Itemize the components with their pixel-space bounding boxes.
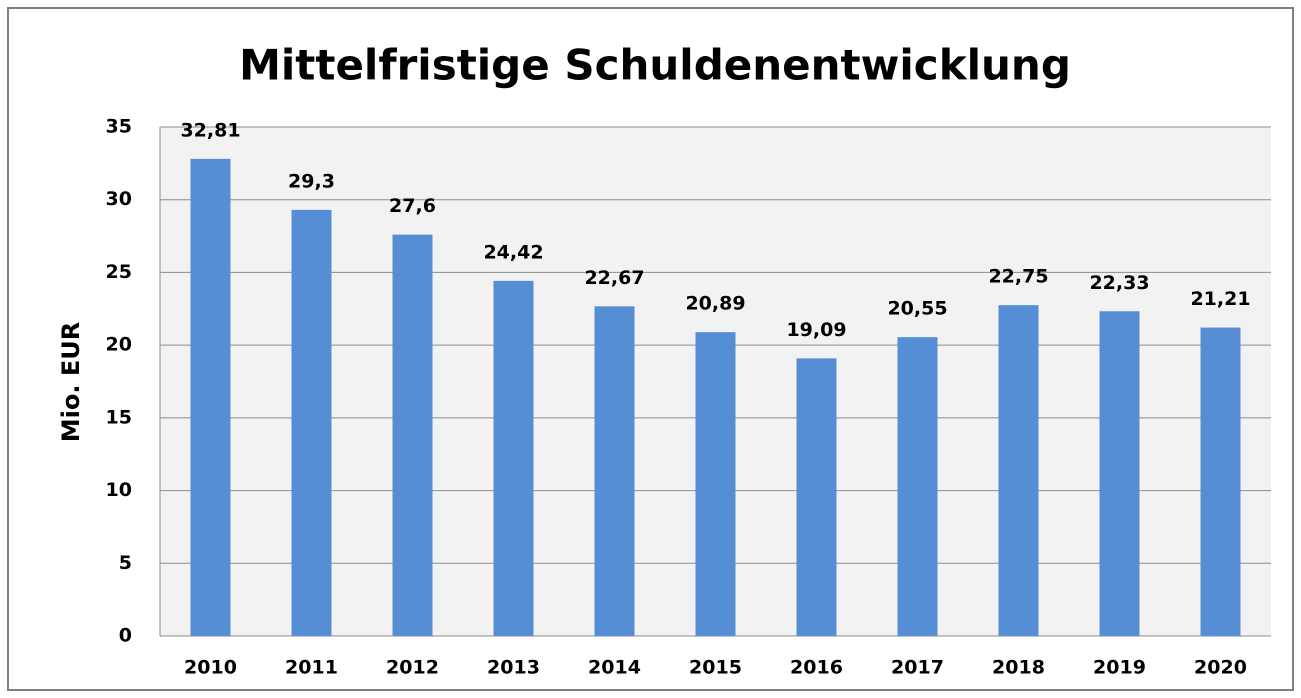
bar bbox=[190, 158, 231, 636]
data-label: 22,75 bbox=[988, 266, 1048, 288]
x-tick-label: 2013 bbox=[487, 657, 540, 679]
y-tick-label: 20 bbox=[106, 334, 132, 356]
bar bbox=[695, 332, 736, 636]
y-tick-label: 15 bbox=[106, 406, 132, 428]
x-tick-label: 2012 bbox=[386, 657, 439, 679]
y-tick-label: 5 bbox=[119, 552, 132, 574]
bar bbox=[1099, 311, 1140, 636]
y-tick-label: 35 bbox=[106, 116, 132, 138]
bar bbox=[594, 306, 635, 636]
bar bbox=[998, 305, 1039, 636]
x-tick-label: 2019 bbox=[1093, 657, 1146, 679]
data-label: 21,21 bbox=[1190, 288, 1250, 310]
x-tick-label: 2018 bbox=[992, 657, 1045, 679]
data-label: 20,89 bbox=[685, 293, 745, 315]
y-tick-label: 0 bbox=[119, 625, 132, 647]
y-tick-label: 10 bbox=[106, 479, 132, 501]
x-tick-label: 2016 bbox=[790, 657, 843, 679]
x-tick-label: 2011 bbox=[285, 657, 338, 679]
bar bbox=[796, 358, 837, 636]
data-label: 24,42 bbox=[483, 241, 543, 263]
bar bbox=[392, 234, 433, 637]
data-label: 20,55 bbox=[887, 298, 947, 320]
data-label: 29,3 bbox=[288, 170, 335, 192]
data-label: 32,81 bbox=[180, 119, 240, 141]
bar bbox=[1200, 327, 1241, 636]
data-label: 22,67 bbox=[584, 267, 644, 289]
bar bbox=[291, 209, 332, 636]
data-label: 19,09 bbox=[786, 319, 846, 341]
y-axis-label: Mio. EUR bbox=[57, 322, 85, 442]
data-label: 27,6 bbox=[389, 195, 436, 217]
x-tick-label: 2014 bbox=[588, 657, 641, 679]
x-tick-label: 2010 bbox=[184, 657, 237, 679]
bar bbox=[493, 280, 534, 636]
data-label: 22,33 bbox=[1089, 272, 1149, 294]
y-tick-label: 25 bbox=[106, 261, 132, 283]
bar bbox=[897, 337, 938, 636]
x-tick-label: 2017 bbox=[891, 657, 944, 679]
chart-title: Mittelfristige Schuldenentwicklung bbox=[239, 41, 1071, 90]
y-tick-label: 30 bbox=[106, 188, 132, 210]
x-tick-label: 2020 bbox=[1194, 657, 1247, 679]
x-tick-label: 2015 bbox=[689, 657, 742, 679]
